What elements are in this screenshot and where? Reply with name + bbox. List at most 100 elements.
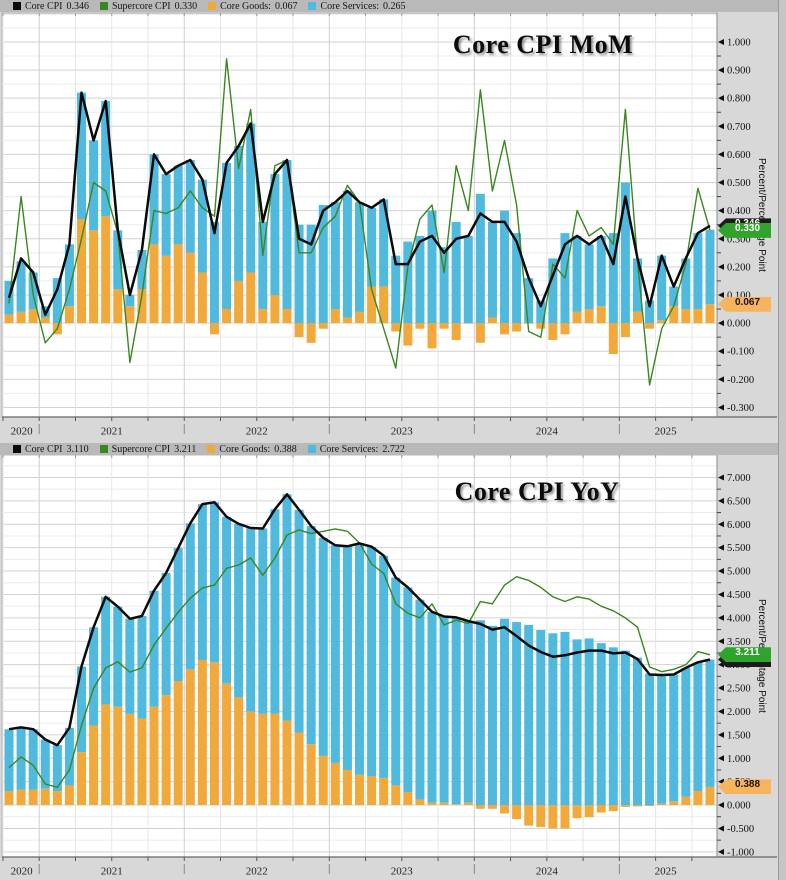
core-services-bar: [524, 278, 534, 324]
y-tick-label: 1.500: [727, 730, 751, 741]
core-services-bar: [512, 622, 522, 806]
core-services-bar: [632, 258, 642, 312]
core-cpi-line: [8, 493, 711, 747]
supercore_cpi-swatch-icon: [99, 445, 108, 453]
mom-legend: Core CPI 0.346 Supercore CPI 0.330 Core Good…: [0, 0, 786, 12]
y-tick-arrow: [718, 151, 724, 158]
core-services-bar: [451, 617, 461, 805]
core_services-swatch-icon: [307, 445, 316, 453]
core-goods-bar: [620, 805, 630, 807]
core-services-bar: [149, 590, 159, 707]
core-services-bar: [403, 241, 413, 324]
core-services-bar: [379, 555, 389, 778]
core-goods-bar: [101, 704, 111, 806]
y-tick-arrow: [718, 802, 724, 809]
core-services-bar: [403, 587, 413, 792]
core-services-bar: [234, 523, 244, 698]
core-services-bar: [584, 244, 594, 310]
core-goods-bar: [620, 323, 630, 338]
core-services-bar: [512, 233, 522, 324]
core-goods-bar: [705, 304, 715, 324]
core-goods-bar: [475, 323, 485, 343]
core-services-bar: [77, 92, 87, 220]
core-services-bar: [270, 174, 280, 295]
core-goods-bar: [391, 323, 401, 332]
y-tick-label: 0.400: [727, 206, 751, 217]
core-services-bar: [560, 631, 570, 806]
core-goods-bar: [427, 323, 437, 349]
core-services-bar: [669, 286, 679, 307]
core-goods-bar: [451, 323, 461, 340]
y-tick-label: 0.800: [727, 94, 751, 105]
year-label: 2021: [101, 426, 123, 438]
year-label: 2020: [11, 866, 34, 878]
core-goods-bar: [355, 311, 364, 324]
core-goods-bar: [693, 791, 703, 806]
core-services-bar: [536, 300, 546, 324]
core-goods-bar: [89, 725, 99, 806]
y-tick-arrow: [718, 376, 724, 383]
y-tick-arrow: [718, 685, 724, 692]
core-services-bar: [294, 509, 304, 733]
yoy-legend-item: Core Goods: 0.388: [207, 444, 297, 455]
core-services-bar: [52, 278, 62, 324]
y-tick-label: 5.000: [727, 567, 751, 578]
core-goods-bar: [427, 802, 437, 806]
legend-label: Core Goods:: [220, 0, 271, 12]
core-goods-bar: [318, 755, 328, 806]
core-services-bar: [113, 606, 123, 707]
core-goods-bar: [693, 309, 703, 324]
y-tick-arrow: [718, 235, 724, 242]
core-services-bar: [246, 528, 256, 712]
year-label: 2023: [391, 426, 414, 438]
y-tick-arrow: [718, 474, 724, 481]
core-goods-bar: [463, 802, 473, 806]
core-goods-bar: [596, 805, 606, 813]
right-scroll-strip: [778, 0, 786, 880]
core-services-bar: [101, 596, 111, 705]
core-goods-bar: [475, 805, 485, 809]
mom-x-axis: 2020 2021 2022 2023 2024 2025: [2, 13, 777, 438]
core-services-bar: [681, 667, 691, 797]
core-services-bar: [693, 662, 703, 792]
core-services-bar: [572, 639, 582, 806]
core-services-bar: [524, 624, 534, 806]
core-services-bar: [125, 618, 135, 714]
core-goods-bar: [342, 317, 352, 324]
supercore_cpi-swatch-icon: [100, 2, 108, 10]
core-services-bar: [318, 537, 328, 756]
y-tick-label: 6.000: [727, 520, 751, 531]
y-tick-label: 1.000: [727, 37, 751, 48]
core-goods-bar: [137, 289, 147, 324]
mom-goods-badge: 0.067: [718, 296, 771, 312]
core-services-bar: [137, 250, 147, 290]
y-tick-arrow: [718, 591, 724, 598]
core-services-bar: [584, 638, 594, 806]
core-goods-bar: [524, 323, 534, 324]
core-goods-bar: [234, 697, 244, 806]
core-services-bar: [451, 221, 461, 324]
core-goods-bar: [645, 805, 655, 806]
y-tick-arrow: [718, 404, 724, 411]
core-cpi-line: [7, 91, 711, 316]
core-services-bar: [161, 174, 171, 256]
y-tick-arrow: [718, 614, 724, 621]
core-goods-bar: [40, 788, 50, 806]
core-services-bar: [355, 202, 364, 312]
y-tick-arrow: [718, 544, 724, 551]
core-services-bar: [596, 235, 606, 307]
y-tick-label: 0.000: [727, 319, 751, 330]
core-services-bar: [16, 261, 26, 312]
core-goods-bar: [512, 323, 522, 332]
y-tick-arrow: [718, 291, 724, 298]
y-tick-label: 4.000: [727, 613, 751, 624]
core-services-bar: [632, 657, 642, 806]
core-services-bar: [620, 650, 630, 806]
core-services-bar: [101, 100, 111, 217]
core-goods-bar: [16, 311, 26, 324]
core-services-bar: [705, 659, 715, 787]
mom-y-axis: -0.300 -0.200 -0.100 0.000 0.100 0.200 0.300 0.…: [716, 13, 754, 417]
y-tick-label: 0.300: [727, 234, 751, 245]
core-goods-bar: [16, 789, 26, 806]
core-services-bar: [657, 674, 667, 804]
